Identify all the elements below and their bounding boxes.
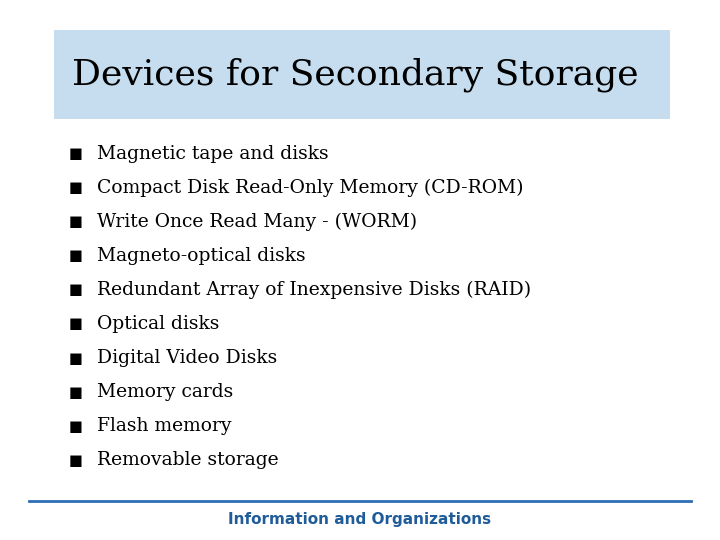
Text: Memory cards: Memory cards bbox=[97, 383, 233, 401]
Text: ■: ■ bbox=[68, 214, 83, 230]
Text: ■: ■ bbox=[68, 180, 83, 195]
FancyBboxPatch shape bbox=[54, 30, 670, 119]
Text: Devices for Secondary Storage: Devices for Secondary Storage bbox=[72, 57, 639, 91]
Text: ■: ■ bbox=[68, 418, 83, 434]
Text: Removable storage: Removable storage bbox=[97, 451, 279, 469]
Text: ■: ■ bbox=[68, 146, 83, 161]
Text: ■: ■ bbox=[68, 384, 83, 400]
Text: Optical disks: Optical disks bbox=[97, 315, 220, 333]
Text: Compact Disk Read-Only Memory (CD-ROM): Compact Disk Read-Only Memory (CD-ROM) bbox=[97, 179, 523, 197]
Text: Magneto-optical disks: Magneto-optical disks bbox=[97, 247, 306, 265]
Text: ■: ■ bbox=[68, 282, 83, 298]
Text: ■: ■ bbox=[68, 316, 83, 332]
Text: Information and Organizations: Information and Organizations bbox=[228, 512, 492, 527]
Text: Write Once Read Many - (WORM): Write Once Read Many - (WORM) bbox=[97, 213, 418, 231]
Text: Redundant Array of Inexpensive Disks (RAID): Redundant Array of Inexpensive Disks (RA… bbox=[97, 281, 531, 299]
Text: Magnetic tape and disks: Magnetic tape and disks bbox=[97, 145, 329, 163]
Text: ■: ■ bbox=[68, 453, 83, 468]
Text: Digital Video Disks: Digital Video Disks bbox=[97, 349, 277, 367]
Text: ■: ■ bbox=[68, 248, 83, 264]
Text: ■: ■ bbox=[68, 350, 83, 366]
Text: Flash memory: Flash memory bbox=[97, 417, 232, 435]
